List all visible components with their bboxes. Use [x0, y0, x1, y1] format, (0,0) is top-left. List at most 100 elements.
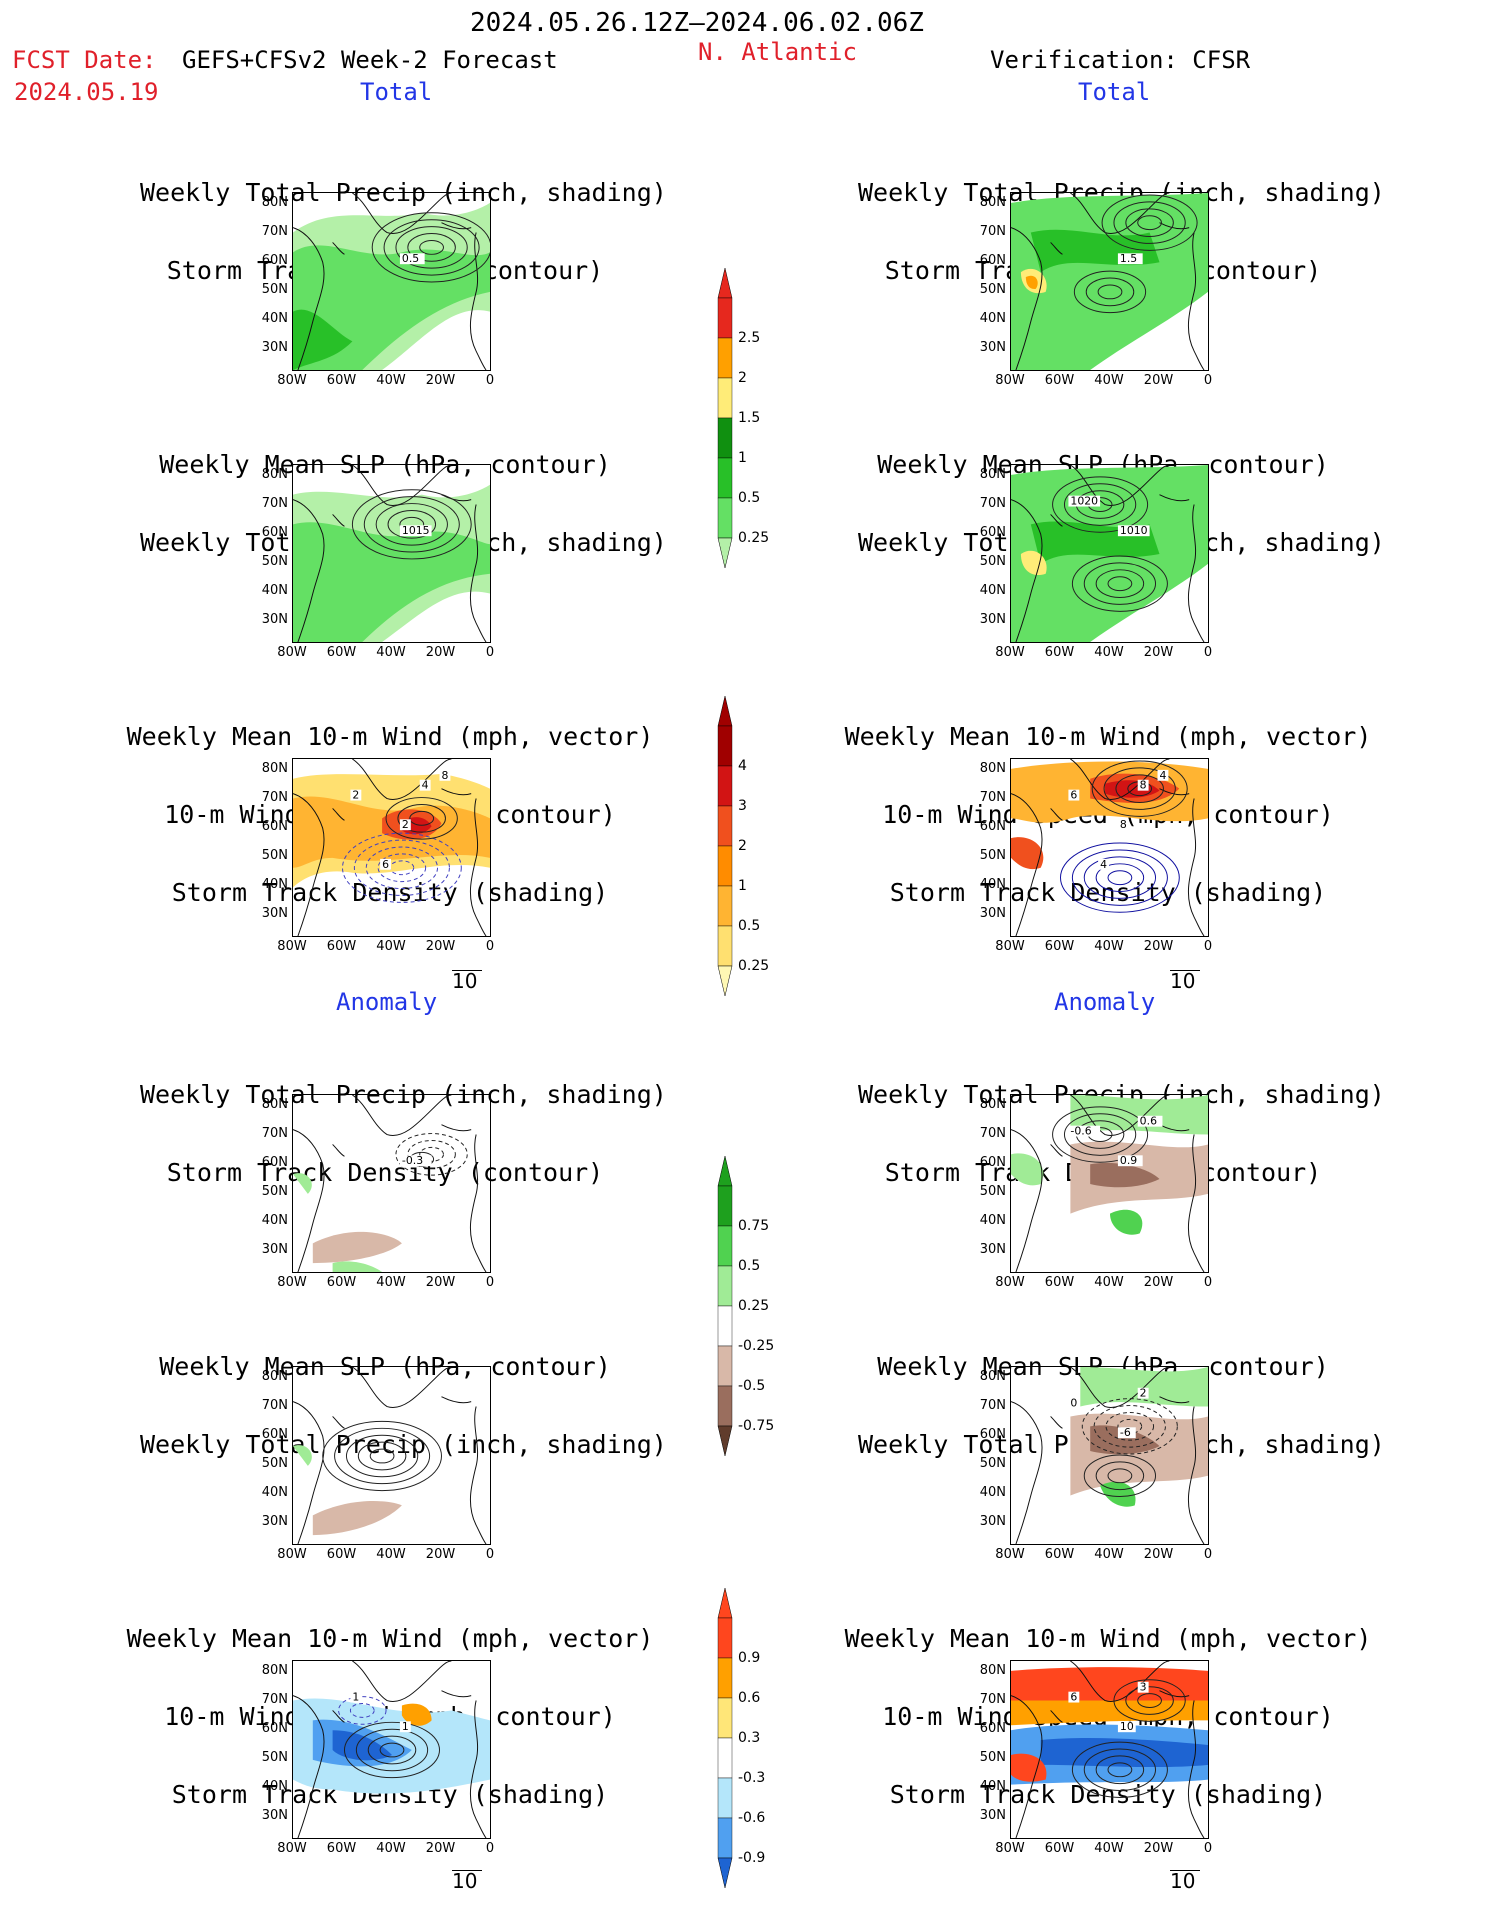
- lat-label: 30N: [261, 1514, 288, 1529]
- lat-label: 30N: [979, 612, 1006, 627]
- lat-label: 60N: [979, 525, 1006, 540]
- lon-label: 0: [1203, 939, 1213, 954]
- lon-label: 80W: [995, 1841, 1025, 1856]
- lon-label: 20W: [1143, 1841, 1174, 1856]
- lon-label: 60W: [1044, 1841, 1075, 1856]
- lat-label: 80N: [979, 467, 1006, 482]
- coastline: [352, 193, 452, 235]
- lat-label: 50N: [261, 1456, 288, 1471]
- lon-label: 80W: [995, 1547, 1025, 1562]
- coastline: [441, 222, 472, 230]
- colorbar-segment: [717, 1345, 733, 1387]
- lat-label: 80N: [261, 761, 288, 776]
- coastline: [1070, 759, 1170, 801]
- shaded-region: [293, 522, 490, 642]
- lon-label: 0: [1203, 1547, 1213, 1562]
- contour-label: 4: [1159, 769, 1166, 782]
- lat-label: 70N: [979, 1398, 1006, 1413]
- lat-label: 70N: [261, 790, 288, 805]
- lon-label: 20W: [425, 645, 456, 660]
- lat-label: 80N: [979, 195, 1006, 210]
- contour-label: 8: [1120, 818, 1127, 831]
- shaded-region: [312, 1231, 402, 1264]
- fcst-date-value: 2024.05.19: [14, 78, 159, 106]
- shaded-region: [1100, 1481, 1136, 1507]
- colorbar-segment: [717, 377, 733, 419]
- title-line: Storm Track Density (shading): [171, 878, 609, 907]
- contour-label: 4: [1100, 858, 1107, 871]
- lon-label: 40W: [1094, 645, 1124, 660]
- coastline: [293, 1129, 325, 1272]
- coastline: [352, 1661, 452, 1703]
- colorbar-label: 1: [738, 878, 747, 894]
- contour-label: -6: [1120, 1426, 1131, 1439]
- coastline: [1159, 1690, 1190, 1698]
- verification-label: Verification: CFSR: [990, 46, 1251, 74]
- lat-label: 40N: [261, 1779, 288, 1794]
- fcst-date-label: FCST Date:: [12, 46, 157, 74]
- map-plot-fc-total-precip: 0.5: [293, 193, 490, 370]
- lat-label: 30N: [979, 1242, 1006, 1257]
- contour-label-bg: [1117, 1155, 1143, 1167]
- colorbar-label: 0.25: [738, 958, 770, 974]
- colorbar-storm_anom: [716, 1587, 734, 1912]
- contour-label: 0.9: [1120, 1154, 1137, 1167]
- map-panel-fc-anom-slp: [292, 1366, 491, 1545]
- contour-label-bg: [1137, 1115, 1163, 1127]
- colorbar-segment: [717, 1185, 733, 1227]
- colorbar-segment: [717, 1657, 733, 1699]
- contour-label: 6: [1070, 1691, 1077, 1704]
- vector-reference-fc-total: 10: [452, 968, 482, 993]
- coastline: [1011, 793, 1043, 936]
- shaded-region: [293, 309, 353, 370]
- colorbar-label: -0.3: [738, 1770, 766, 1786]
- coastline: [469, 504, 487, 642]
- lon-label: 0: [485, 373, 495, 388]
- title-line: Weekly Mean 10-m Wind (mph, vector): [844, 1624, 1372, 1653]
- shaded-region: [332, 1261, 383, 1272]
- contour-label-bg: [1068, 1125, 1101, 1137]
- lat-label: 40N: [979, 1485, 1006, 1500]
- contour-label: 2: [402, 818, 409, 831]
- lon-label: 40W: [376, 1547, 406, 1562]
- lat-label: 60N: [979, 253, 1006, 268]
- shaded-region: [1090, 1162, 1160, 1188]
- lat-label: 40N: [261, 311, 288, 326]
- lat-label: 40N: [261, 877, 288, 892]
- contour-label: -0.6: [1070, 1125, 1091, 1138]
- colorbar-label: 0.6: [738, 1690, 761, 1706]
- lat-label: 70N: [261, 1398, 288, 1413]
- coastline: [293, 1695, 325, 1838]
- contour-label-bg: [399, 525, 432, 537]
- contour-label: 6: [1070, 789, 1077, 802]
- lat-label: 80N: [261, 1663, 288, 1678]
- shaded-region: [401, 1703, 432, 1726]
- title-line: Weekly Mean 10-m Wind (mph, vector): [844, 722, 1372, 751]
- section-total-left: Total: [360, 78, 433, 106]
- colorbar-segment: [717, 1265, 733, 1307]
- lon-label: 40W: [1094, 373, 1124, 388]
- contour-label: 0.6: [1140, 1115, 1157, 1128]
- coastline: [1187, 798, 1205, 936]
- map-plot-ver-anom-precip: 0.9 -0.6 0.6: [1011, 1095, 1208, 1272]
- lon-label: 60W: [326, 1547, 357, 1562]
- lon-label: 20W: [1143, 373, 1174, 388]
- contour-label-bg: [1157, 769, 1169, 781]
- coastline: [1011, 499, 1043, 642]
- contour-label-bg: [1137, 1681, 1149, 1693]
- lat-label: 30N: [261, 612, 288, 627]
- vector-reference-fc-anom: 10: [452, 1868, 482, 1893]
- shaded-region: [1011, 837, 1044, 870]
- shaded-region: [293, 1445, 312, 1466]
- coastline: [1050, 1416, 1063, 1429]
- lon-label: 20W: [425, 373, 456, 388]
- coastline: [293, 499, 325, 642]
- title-line: Weekly Total Precip (inch, shading): [140, 1430, 667, 1459]
- map-panel-ver-total-precip: 1.5: [1010, 192, 1209, 371]
- map-panel-ver-total-slp: 1010 1020: [1010, 464, 1209, 643]
- lat-label: 60N: [261, 525, 288, 540]
- lat-label: 80N: [261, 1369, 288, 1384]
- lat-label: 40N: [261, 1213, 288, 1228]
- coastline: [469, 1700, 487, 1838]
